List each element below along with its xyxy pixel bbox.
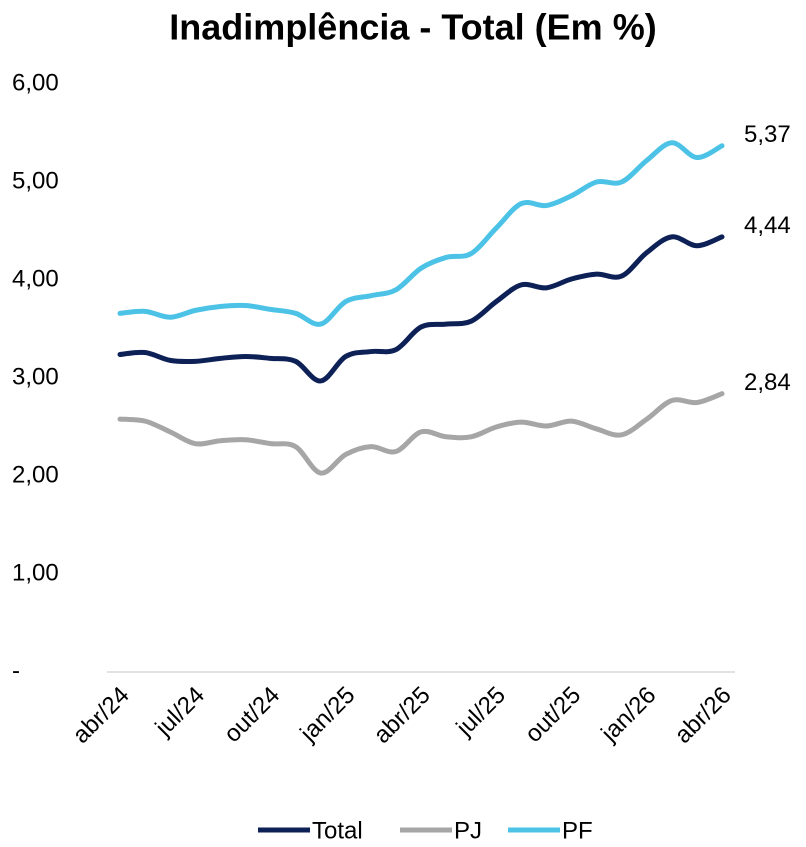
- y-tick-label: -: [12, 657, 20, 684]
- data-label: 2,84: [744, 369, 791, 396]
- y-tick-label: 3,00: [12, 363, 59, 390]
- x-tick-label: out/24: [219, 682, 285, 748]
- y-tick-label: 2,00: [12, 461, 59, 488]
- series-line: [117, 234, 725, 384]
- legend-label: PF: [562, 817, 593, 844]
- series-line: [117, 391, 725, 476]
- series-line: [117, 140, 725, 327]
- x-tick-label: jul/25: [451, 682, 511, 742]
- y-tick-label: 4,00: [12, 265, 59, 292]
- y-tick-label: 5,00: [12, 167, 59, 194]
- x-tick-label: jul/24: [150, 682, 210, 742]
- data-label: 5,37: [744, 121, 791, 148]
- y-tick-label: 1,00: [12, 559, 59, 586]
- data-label: 4,44: [744, 212, 791, 239]
- x-tick-label: jan/26: [595, 682, 661, 748]
- x-tick-label: abr/25: [369, 682, 436, 749]
- x-tick-label: jan/25: [294, 682, 360, 748]
- x-tick-label: abr/26: [670, 682, 737, 749]
- chart-title: Inadimplência - Total (Em %): [169, 7, 656, 48]
- legend-label: PJ: [454, 817, 482, 844]
- legend-label: Total: [312, 817, 363, 844]
- x-tick-label: out/25: [520, 682, 586, 748]
- y-tick-label: 6,00: [12, 69, 59, 96]
- x-tick-label: abr/24: [68, 682, 135, 749]
